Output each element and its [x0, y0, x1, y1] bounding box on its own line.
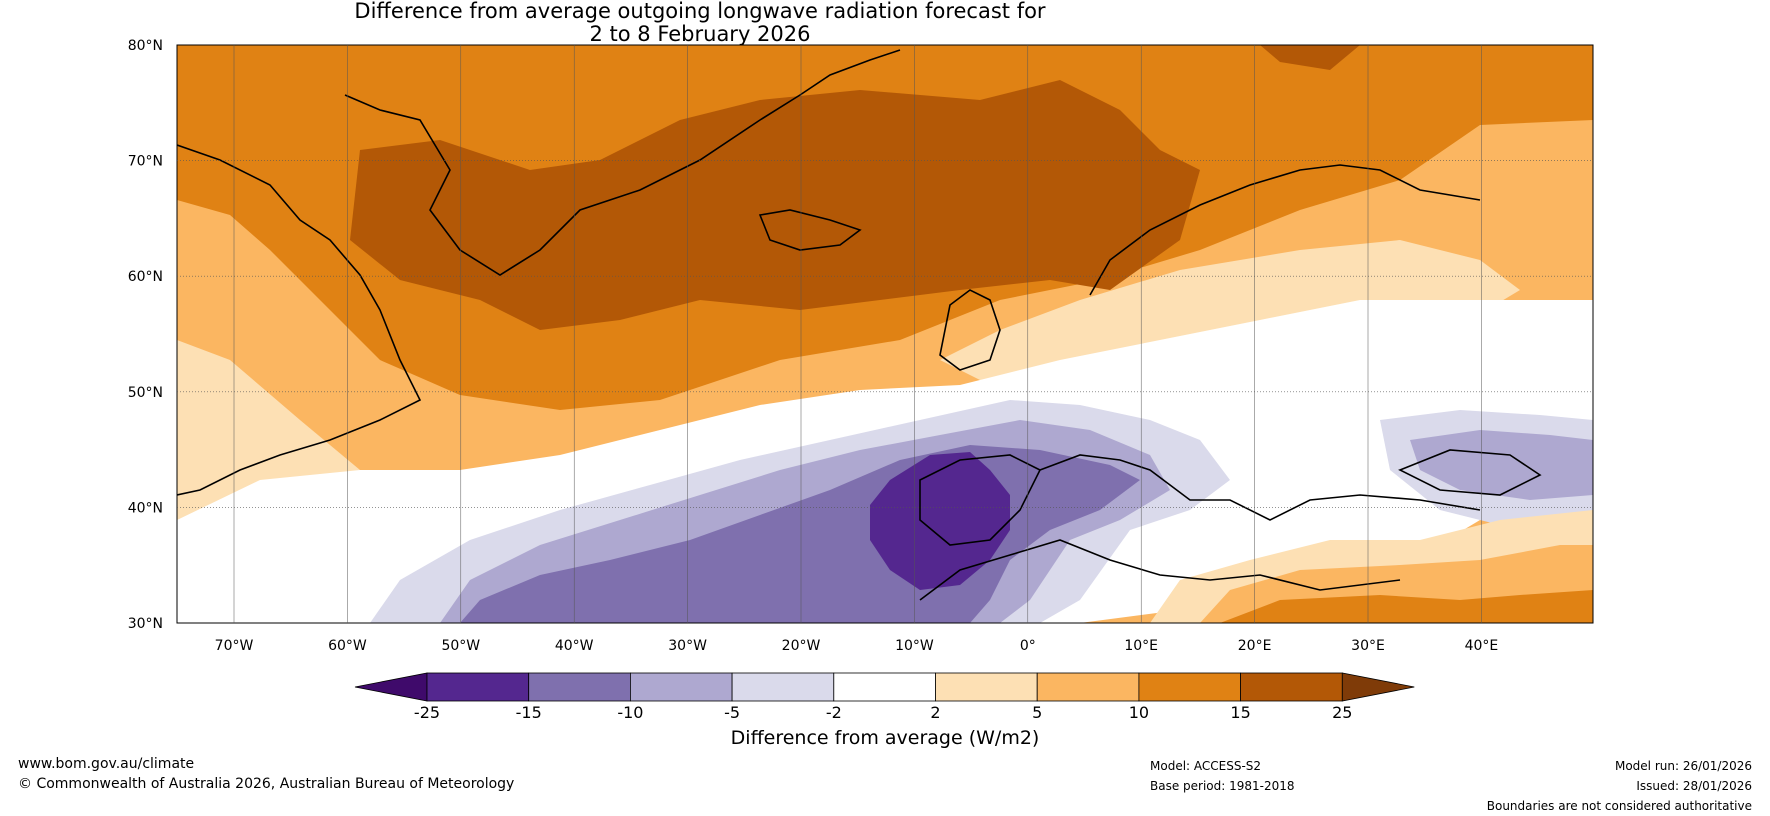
- colorbar-tick-label: 5: [1032, 703, 1042, 722]
- latitude-labels: 80°N 70°N 60°N 50°N 40°N 30°N: [128, 38, 163, 632]
- lon-label: 40°W: [555, 638, 594, 654]
- field-dark-orange: [350, 80, 1200, 330]
- colorbar-box: [833, 672, 936, 702]
- lat-label: 80°N: [128, 38, 163, 54]
- coast-iberia: [919, 454, 1042, 546]
- colorbar-box: [426, 672, 530, 702]
- footer-left: www.bom.gov.au/climate © Commonwealth of…: [18, 754, 514, 794]
- colorbar-tick-label: -15: [516, 703, 542, 722]
- colorbar-extend-low: [354, 672, 428, 702]
- lon-label: 20°W: [782, 638, 821, 654]
- colorbar-box: [1138, 672, 1242, 702]
- colorbar-tick-label: -2: [826, 703, 842, 722]
- lon-label: 10°W: [895, 638, 934, 654]
- lon-label: 0°: [1020, 638, 1036, 654]
- title-line-2: 2 to 8 February 2026: [589, 22, 811, 46]
- colorbar-box: [1036, 672, 1140, 702]
- coast-canada: [177, 144, 422, 496]
- lat-label: 30°N: [128, 616, 163, 632]
- map-frame: [176, 44, 1594, 624]
- colorbar-box: [528, 672, 631, 702]
- footer-disclaimer: Boundaries are not considered authoritat…: [1486, 799, 1752, 813]
- colorbar-tick-label: -10: [617, 703, 643, 722]
- lat-label: 50°N: [128, 385, 163, 401]
- map-field: [177, 45, 1593, 623]
- lat-label: 70°N: [128, 154, 163, 170]
- colorbar-box: [935, 672, 1038, 702]
- field-dark-orange-cap: [1260, 45, 1360, 70]
- footer-url[interactable]: www.bom.gov.au/climate: [18, 756, 195, 772]
- colorbar-box: [1240, 672, 1343, 702]
- longitude-labels: 70°W 60°W 50°W 40°W 30°W 20°W 10°W 0° 10°E 20°E 30…: [215, 638, 1499, 654]
- lat-label: 60°N: [128, 269, 163, 285]
- coast-iceland: [758, 209, 862, 251]
- colorbar-ticks: -25 -15 -10 -5 -2 2 5 10 15 25: [414, 703, 1353, 722]
- colorbar-tick-label: 10: [1129, 703, 1149, 722]
- coast-greenland: [344, 49, 901, 276]
- colorbar-tick-label: -25: [414, 703, 440, 722]
- colorbar-tick-label: -5: [724, 703, 740, 722]
- footer-right: Model run: 26/01/2026 Issued: 28/01/2026…: [1487, 756, 1752, 816]
- colorbar-boxes: [354, 672, 1415, 702]
- lon-label: 70°W: [215, 638, 254, 654]
- footer-model-run: Model run: 26/01/2026: [1614, 759, 1752, 773]
- coastlines: [177, 49, 1542, 601]
- graticule: [177, 45, 1593, 623]
- footer-issued: Issued: 28/01/2026: [1636, 779, 1752, 793]
- lon-label: 10°E: [1124, 638, 1158, 654]
- colorbar-box: [731, 672, 835, 702]
- footer-middle: Model: ACCESS-S2 Base period: 1981-2018: [1150, 756, 1295, 796]
- colorbar-box: [630, 672, 733, 702]
- colorbar-label: Difference from average (W/m2): [730, 727, 1040, 749]
- colorbar-tick-label: 2: [930, 703, 940, 722]
- coast-africa: [919, 539, 1401, 601]
- footer-copyright: © Commonwealth of Australia 2026, Austra…: [18, 776, 515, 792]
- footer-model: Model: ACCESS-S2: [1150, 759, 1262, 773]
- field-purple-mid-east: [1410, 430, 1593, 500]
- lon-label: 50°W: [441, 638, 480, 654]
- field-orange-southeast-3: [1220, 590, 1593, 623]
- lat-label: 40°N: [128, 500, 163, 516]
- coast-scandinavia: [1089, 164, 1481, 296]
- colorbar-extend-high: [1341, 672, 1415, 702]
- colorbar-tick-label: 15: [1230, 703, 1250, 722]
- title-line-1: Difference from average outgoing longwav…: [354, 0, 1046, 23]
- coast-black-sea: [1398, 449, 1542, 496]
- coast-mediterranean: [1039, 454, 1481, 521]
- footer-base-period: Base period: 1981-2018: [1150, 779, 1295, 793]
- lon-label: 30°W: [668, 638, 707, 654]
- lon-label: 60°W: [328, 638, 367, 654]
- colorbar-tick-label: 25: [1332, 703, 1352, 722]
- lon-label: 20°E: [1238, 638, 1272, 654]
- map-title: Difference from average outgoing longwav…: [0, 0, 1400, 46]
- coast-britain: [939, 289, 1001, 371]
- lon-label: 30°E: [1351, 638, 1385, 654]
- field-purple-core: [870, 452, 1010, 590]
- lon-label: 40°E: [1465, 638, 1499, 654]
